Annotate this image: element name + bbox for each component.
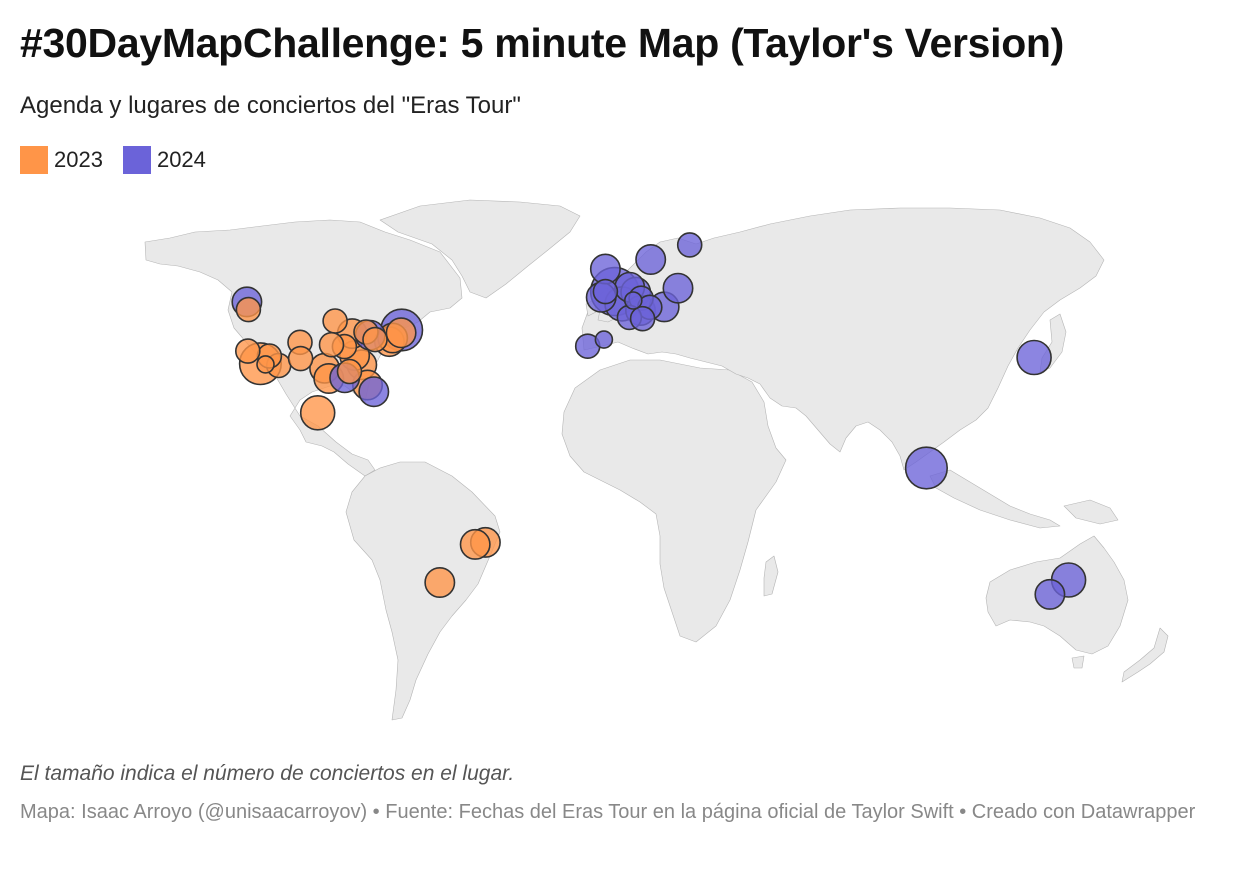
legend-label-2024: 2024 — [156, 147, 206, 172]
venue-marker-2023[interactable] — [459, 528, 491, 560]
venue-marker-2024[interactable] — [635, 244, 667, 276]
venue-marker-2024[interactable] — [904, 446, 949, 490]
landmass-madagascar — [763, 555, 779, 597]
land-layer — [144, 199, 1169, 721]
landmass-greenland — [379, 199, 581, 299]
world-map — [144, 199, 1169, 721]
venue-marker-2023[interactable] — [322, 308, 348, 334]
legend-item-2024: 2024 — [122, 146, 206, 174]
landmass-new-zealand — [1121, 627, 1169, 683]
venue-marker-2024[interactable] — [594, 330, 614, 349]
venue-marker-2024[interactable] — [662, 272, 694, 304]
venue-marker-2023[interactable] — [318, 331, 345, 358]
venue-marker-2023[interactable] — [336, 358, 363, 385]
venue-marker-2024[interactable] — [629, 305, 656, 332]
legend: 2023 2024 — [20, 146, 226, 174]
chart-title: #30DayMapChallenge: 5 minute Map (Taylor… — [20, 20, 1065, 66]
venue-marker-2024[interactable] — [358, 376, 390, 408]
landmass-africa — [561, 359, 787, 643]
venue-marker-2023[interactable] — [424, 566, 456, 598]
landmass-tasmania — [1071, 655, 1085, 669]
venue-marker-2023[interactable] — [385, 317, 417, 349]
legend-swatch-2024 — [122, 146, 151, 174]
venue-marker-2024[interactable] — [1034, 578, 1066, 610]
venue-marker-2024[interactable] — [676, 232, 703, 258]
venue-marker-2023[interactable] — [256, 355, 275, 374]
venue-marker-2023[interactable] — [287, 345, 314, 372]
landmass-eurasia — [581, 207, 1105, 471]
venue-marker-2024[interactable] — [623, 291, 643, 310]
source-credit: Mapa: Isaac Arroyo (@unisaacarroyov) • F… — [20, 801, 1196, 823]
legend-item-2023: 2023 — [20, 146, 103, 174]
landmass-indonesia — [929, 469, 1061, 529]
chart-subtitle: Agenda y lugares de conciertos del "Eras… — [20, 92, 521, 119]
legend-swatch-2023 — [20, 146, 48, 174]
landmass-south-america — [345, 461, 501, 721]
legend-label-2023: 2023 — [54, 147, 103, 172]
venue-marker-2023[interactable] — [362, 326, 388, 353]
size-note: El tamaño indica el número de conciertos… — [20, 762, 515, 785]
venue-marker-2024[interactable] — [592, 278, 619, 305]
landmass-new-guinea — [1063, 499, 1119, 525]
venue-marker-2023[interactable] — [299, 395, 336, 431]
venue-layer — [231, 232, 1087, 610]
venue-marker-2023[interactable] — [235, 296, 262, 323]
venue-marker-2024[interactable] — [1016, 339, 1052, 376]
venue-marker-2023[interactable] — [235, 338, 261, 364]
